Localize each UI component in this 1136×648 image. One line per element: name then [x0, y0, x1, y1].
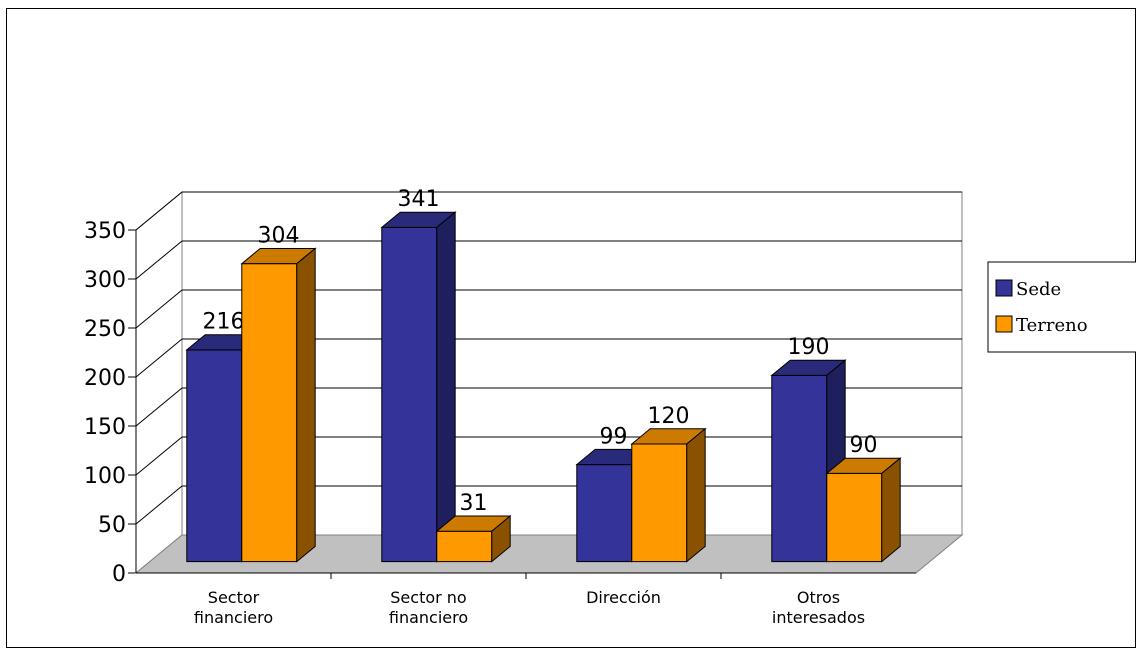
data-label: 120	[647, 404, 689, 429]
bar-terreno-front	[826, 472, 883, 563]
bar-sede-front	[771, 374, 828, 563]
y-tick-label: 200	[84, 366, 126, 391]
data-label: 216	[202, 310, 244, 335]
y-tick-label: 100	[84, 464, 126, 489]
legend-label: Terreno	[1016, 315, 1088, 336]
gridline-side	[135, 485, 183, 525]
bar-terreno-front	[631, 443, 688, 563]
x-category-label: Sector no	[390, 588, 466, 607]
y-tick-label: 50	[98, 513, 126, 538]
bar-terreno-front	[436, 530, 493, 563]
data-label: 304	[257, 223, 299, 248]
y-tick-label: 350	[84, 219, 126, 244]
bar-terreno-side	[881, 457, 901, 563]
bar-terreno-side	[491, 514, 511, 563]
bar-terreno-side	[686, 427, 706, 563]
x-category-label: financiero	[194, 608, 273, 627]
y-tick-label: 250	[84, 317, 126, 342]
x-category-label: interesados	[772, 608, 865, 627]
data-label: 90	[849, 433, 877, 458]
data-label: 341	[397, 187, 439, 212]
y-tick-label: 0	[112, 562, 126, 587]
bar-terreno-front	[241, 263, 298, 563]
gridline-side	[135, 338, 183, 378]
side-wall	[135, 190, 183, 575]
y-tick-label: 150	[84, 415, 126, 440]
gridline-side	[135, 436, 183, 476]
x-category-label: Dirección	[586, 588, 661, 607]
legend-box	[987, 261, 1136, 353]
gridline-side	[135, 191, 183, 231]
gridline-side	[135, 387, 183, 427]
data-label: 31	[459, 491, 487, 516]
gridline-side	[135, 240, 183, 280]
bar-terreno-side	[296, 247, 316, 563]
legend-swatch	[995, 279, 1013, 297]
bar-sede-front	[576, 464, 633, 563]
gridline-side	[135, 289, 183, 329]
x-category-label: Otros	[797, 588, 840, 607]
data-label: 190	[787, 335, 829, 360]
legend-swatch	[995, 315, 1013, 333]
y-tick-label: 300	[84, 268, 126, 293]
bar-sede-front	[381, 226, 438, 563]
legend-label: Sede	[1016, 279, 1061, 300]
x-category-label: Sector	[208, 588, 260, 607]
bar-sede-front	[186, 349, 243, 563]
x-category-label: financiero	[389, 608, 468, 627]
data-label: 99	[599, 424, 627, 449]
bar-sede-side	[436, 211, 456, 563]
